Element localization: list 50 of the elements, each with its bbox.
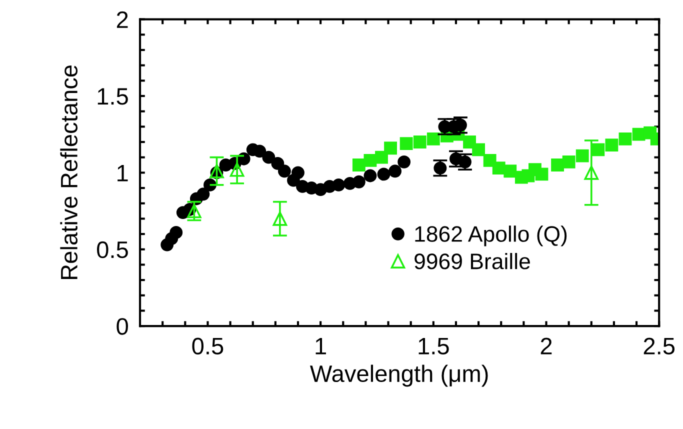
y-axis-title: Relative Reflectance: [60, 65, 78, 280]
point: [584, 166, 599, 180]
point: [278, 164, 291, 178]
point: [377, 168, 390, 181]
point: [187, 204, 202, 218]
point: [592, 143, 605, 156]
point: [352, 175, 366, 188]
point: [364, 169, 377, 182]
point: [196, 188, 210, 201]
y-tick-label: 1.5: [98, 88, 128, 105]
legend-label: 9969 Braille: [414, 252, 530, 270]
x-tick-label: 2.5: [644, 338, 675, 354]
point: [292, 166, 304, 180]
point: [551, 158, 564, 172]
point: [472, 143, 486, 156]
point: [492, 162, 506, 175]
point: [375, 150, 388, 164]
point: [352, 158, 366, 172]
point: [413, 136, 426, 148]
point: [364, 154, 377, 167]
point: [618, 132, 632, 146]
point: [562, 155, 576, 168]
y-tick-label: 2: [116, 11, 128, 28]
point: [253, 144, 266, 158]
point: [230, 162, 244, 177]
legend-label: 1862 Apollo (Q): [415, 226, 567, 246]
y-tick-label: 0: [116, 318, 128, 335]
x-tick-label: 1: [316, 338, 326, 354]
x-tick-label: 2: [540, 338, 552, 354]
point: [332, 178, 346, 192]
point: [262, 150, 276, 164]
x-axis-title: Wavelength (μm): [310, 364, 488, 387]
point: [271, 157, 284, 170]
y-tick-label: 1: [118, 164, 128, 182]
point: [210, 164, 224, 178]
point: [272, 212, 288, 226]
point: [535, 168, 548, 181]
point: [504, 164, 517, 178]
point: [400, 137, 413, 150]
point: [170, 226, 183, 239]
x-tick-label: 0.5: [192, 338, 224, 354]
point: [388, 164, 402, 178]
point: [384, 142, 397, 155]
point: [237, 152, 250, 166]
point: [426, 132, 440, 146]
point: [398, 155, 411, 168]
y-tick-label: 0.5: [97, 241, 128, 258]
point: [576, 149, 589, 162]
x-tick-label: 1.5: [418, 338, 449, 354]
point: [605, 138, 618, 152]
